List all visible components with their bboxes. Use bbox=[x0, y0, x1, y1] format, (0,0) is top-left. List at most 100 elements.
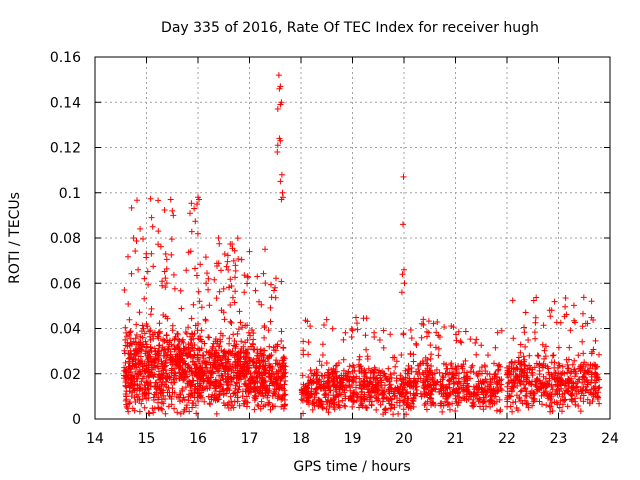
data-point bbox=[306, 380, 313, 387]
data-point bbox=[387, 405, 394, 412]
data-point bbox=[391, 370, 398, 376]
data-point bbox=[314, 369, 321, 376]
data-point bbox=[559, 363, 566, 370]
y-tick-label: 0.04 bbox=[50, 322, 81, 338]
data-point bbox=[155, 348, 162, 354]
data-point bbox=[160, 337, 166, 344]
data-point bbox=[163, 256, 170, 263]
data-point bbox=[435, 352, 442, 359]
data-point bbox=[473, 351, 480, 358]
data-point bbox=[232, 345, 239, 352]
data-point bbox=[187, 248, 194, 255]
data-point bbox=[239, 324, 246, 331]
data-point bbox=[254, 401, 261, 408]
data-point bbox=[206, 302, 213, 309]
data-point bbox=[277, 364, 284, 371]
data-point bbox=[372, 366, 379, 373]
data-point bbox=[131, 351, 138, 358]
data-point bbox=[179, 367, 186, 374]
data-point bbox=[280, 369, 287, 376]
data-point bbox=[477, 403, 483, 410]
data-point bbox=[398, 391, 405, 398]
data-point bbox=[572, 387, 579, 394]
data-point bbox=[217, 330, 224, 337]
data-point bbox=[547, 408, 554, 415]
data-point bbox=[155, 228, 162, 235]
data-point bbox=[213, 410, 220, 417]
data-point bbox=[155, 197, 162, 204]
data-point bbox=[517, 397, 524, 404]
data-point bbox=[570, 368, 577, 375]
data-point bbox=[232, 274, 238, 281]
data-point bbox=[386, 378, 393, 385]
data-point bbox=[322, 385, 328, 392]
data-point bbox=[594, 371, 601, 378]
data-point bbox=[424, 362, 431, 369]
data-point bbox=[213, 383, 220, 390]
data-point bbox=[232, 385, 239, 392]
data-point bbox=[171, 285, 178, 292]
data-point bbox=[148, 305, 155, 312]
data-point bbox=[543, 343, 549, 350]
data-point bbox=[565, 365, 572, 372]
data-point bbox=[127, 399, 134, 406]
data-point bbox=[449, 365, 455, 372]
data-point bbox=[196, 369, 203, 376]
data-point bbox=[248, 343, 255, 350]
data-point bbox=[160, 400, 167, 407]
data-point bbox=[521, 362, 528, 368]
data-point bbox=[243, 371, 250, 378]
data-point bbox=[400, 331, 407, 338]
data-point bbox=[190, 335, 197, 342]
data-point bbox=[513, 373, 520, 380]
data-point bbox=[224, 258, 231, 265]
data-point bbox=[305, 374, 312, 380]
data-point bbox=[131, 375, 138, 382]
data-point bbox=[551, 298, 558, 305]
data-point bbox=[525, 404, 532, 411]
data-point bbox=[498, 327, 505, 334]
data-point bbox=[427, 367, 434, 374]
data-point bbox=[514, 382, 521, 389]
data-point bbox=[300, 381, 307, 388]
data-point bbox=[567, 327, 574, 334]
data-point bbox=[410, 403, 417, 410]
data-point bbox=[188, 367, 195, 374]
data-point bbox=[134, 397, 141, 403]
data-point bbox=[564, 403, 571, 410]
data-point bbox=[162, 313, 169, 320]
data-point bbox=[328, 366, 335, 373]
data-point bbox=[147, 327, 154, 334]
data-point bbox=[565, 356, 572, 363]
data-point bbox=[246, 377, 253, 383]
data-point bbox=[526, 366, 533, 373]
data-point bbox=[460, 361, 467, 368]
data-point bbox=[135, 346, 142, 353]
data-point bbox=[478, 342, 485, 349]
data-point bbox=[184, 373, 191, 380]
data-point bbox=[242, 388, 249, 395]
data-point bbox=[407, 403, 414, 410]
data-point bbox=[394, 384, 401, 391]
data-point bbox=[546, 371, 553, 378]
data-point bbox=[531, 329, 538, 336]
data-point bbox=[534, 352, 541, 359]
data-point bbox=[475, 398, 482, 405]
data-point bbox=[253, 364, 260, 370]
data-point bbox=[420, 377, 427, 384]
data-point bbox=[487, 386, 494, 393]
data-point bbox=[350, 398, 357, 404]
data-point bbox=[167, 196, 174, 203]
data-point bbox=[258, 301, 265, 308]
data-point bbox=[127, 329, 133, 336]
data-point bbox=[249, 327, 255, 333]
data-point bbox=[333, 388, 340, 395]
data-point bbox=[559, 401, 566, 408]
data-point bbox=[541, 347, 548, 354]
data-point bbox=[518, 367, 525, 373]
data-point bbox=[216, 288, 223, 295]
data-point bbox=[140, 325, 147, 332]
data-point bbox=[475, 385, 482, 392]
data-point bbox=[307, 323, 314, 330]
data-point bbox=[174, 343, 181, 350]
